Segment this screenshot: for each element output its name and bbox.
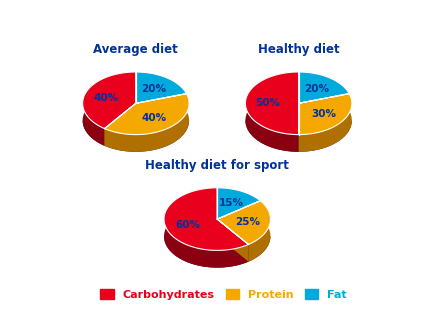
Polygon shape: [105, 94, 189, 135]
Text: 20%: 20%: [142, 84, 166, 94]
Text: Healthy diet: Healthy diet: [258, 43, 339, 56]
Polygon shape: [164, 188, 249, 250]
Polygon shape: [245, 72, 299, 135]
Text: 20%: 20%: [304, 84, 329, 94]
Polygon shape: [217, 219, 249, 262]
Text: 30%: 30%: [311, 109, 336, 119]
Polygon shape: [217, 201, 270, 244]
Text: 15%: 15%: [219, 198, 244, 208]
Polygon shape: [217, 188, 260, 219]
Text: 40%: 40%: [141, 113, 167, 123]
Polygon shape: [249, 201, 270, 262]
Text: 25%: 25%: [235, 217, 260, 227]
Polygon shape: [105, 94, 189, 152]
Polygon shape: [164, 236, 270, 268]
Polygon shape: [164, 188, 249, 268]
Text: 60%: 60%: [175, 220, 200, 230]
Polygon shape: [245, 72, 299, 152]
Text: Average diet: Average diet: [93, 43, 178, 56]
Polygon shape: [83, 72, 136, 129]
Polygon shape: [136, 72, 186, 103]
Polygon shape: [83, 121, 189, 152]
Polygon shape: [299, 94, 352, 135]
Polygon shape: [83, 72, 136, 146]
Polygon shape: [299, 94, 352, 152]
Polygon shape: [105, 103, 136, 146]
Polygon shape: [245, 121, 352, 152]
Polygon shape: [299, 72, 349, 103]
Polygon shape: [105, 103, 136, 146]
Polygon shape: [217, 219, 249, 262]
Text: Healthy diet for sport: Healthy diet for sport: [145, 159, 289, 172]
Text: 40%: 40%: [94, 93, 119, 103]
Legend: Carbohydrates, Protein, Fat: Carbohydrates, Protein, Fat: [96, 285, 351, 304]
Text: 50%: 50%: [255, 98, 280, 108]
